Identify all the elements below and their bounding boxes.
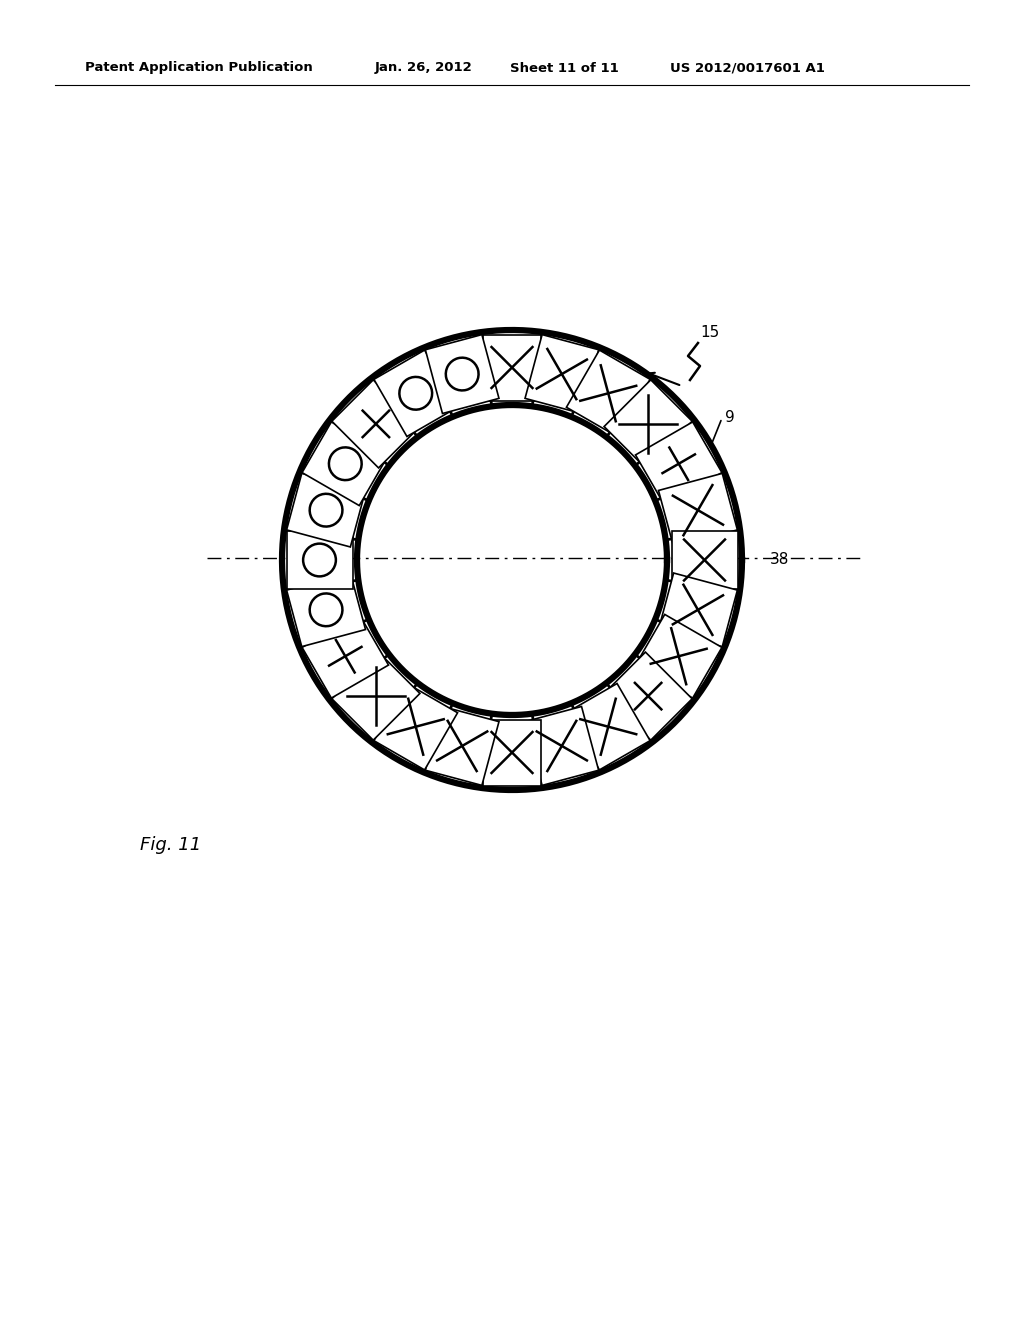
Bar: [302, 422, 388, 506]
Bar: [482, 719, 542, 785]
Bar: [332, 380, 420, 467]
Bar: [374, 350, 458, 437]
Bar: [636, 422, 722, 506]
Bar: [658, 573, 737, 647]
Bar: [425, 706, 499, 785]
Bar: [566, 684, 650, 770]
Bar: [636, 614, 722, 698]
Bar: [332, 652, 420, 741]
Text: 15: 15: [700, 325, 719, 341]
Bar: [658, 474, 737, 546]
Circle shape: [445, 358, 478, 391]
Bar: [672, 531, 737, 589]
Bar: [425, 334, 499, 413]
Bar: [525, 334, 599, 413]
Bar: [604, 652, 692, 741]
Text: Jan. 26, 2012: Jan. 26, 2012: [375, 62, 473, 74]
Circle shape: [329, 447, 361, 480]
Bar: [525, 706, 599, 785]
Text: US 2012/0017601 A1: US 2012/0017601 A1: [670, 62, 825, 74]
Text: Sheet 11 of 11: Sheet 11 of 11: [510, 62, 618, 74]
Bar: [302, 614, 388, 698]
Bar: [287, 474, 366, 546]
Bar: [604, 380, 692, 467]
Bar: [566, 350, 650, 437]
Circle shape: [309, 494, 342, 527]
Text: Fig. 11: Fig. 11: [140, 836, 202, 854]
Circle shape: [303, 544, 336, 577]
Bar: [287, 531, 352, 589]
Bar: [374, 684, 458, 770]
Bar: [287, 573, 366, 647]
Text: Patent Application Publication: Patent Application Publication: [85, 62, 312, 74]
Circle shape: [309, 594, 342, 626]
Text: 38: 38: [770, 553, 790, 568]
Circle shape: [399, 378, 432, 409]
Bar: [482, 334, 542, 400]
Text: 9: 9: [725, 411, 735, 425]
